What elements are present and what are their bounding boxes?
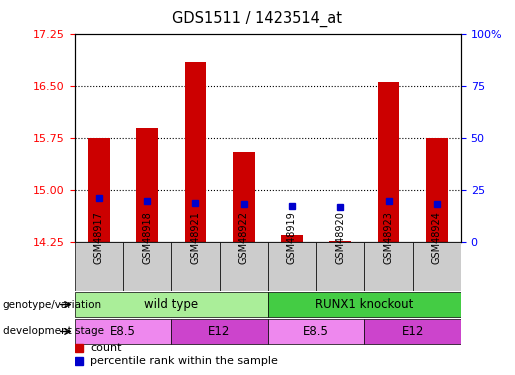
Bar (365, 320, 461, 344)
Bar (281, 235, 303, 242)
Text: GSM48919: GSM48919 (287, 211, 297, 264)
Text: GSM48918: GSM48918 (142, 211, 152, 264)
Text: E12: E12 (209, 325, 231, 338)
Bar (426, 138, 448, 242)
Text: GSM48924: GSM48924 (432, 211, 442, 264)
Bar (330, 241, 351, 242)
Bar (88, 138, 110, 242)
Text: percentile rank within the sample: percentile rank within the sample (90, 356, 278, 366)
Text: E8.5: E8.5 (110, 325, 136, 338)
Bar (365, 242, 413, 291)
Bar (123, 242, 171, 291)
Bar (233, 152, 254, 242)
Bar (171, 320, 268, 344)
Bar (75, 320, 171, 344)
Text: GSM48917: GSM48917 (94, 211, 104, 264)
Bar (184, 62, 206, 242)
Text: GSM48920: GSM48920 (335, 211, 345, 264)
Text: GSM48922: GSM48922 (238, 211, 249, 264)
Bar (75, 292, 268, 316)
Bar (268, 292, 461, 316)
Bar (316, 242, 365, 291)
Bar (377, 82, 399, 242)
Text: GSM48923: GSM48923 (384, 211, 393, 264)
Text: GDS1511 / 1423514_at: GDS1511 / 1423514_at (173, 11, 342, 27)
Bar (268, 242, 316, 291)
Bar (75, 242, 123, 291)
Bar (171, 242, 219, 291)
Bar (136, 128, 158, 242)
Bar (268, 320, 365, 344)
Bar (413, 242, 461, 291)
Text: genotype/variation: genotype/variation (3, 300, 101, 309)
Text: count: count (90, 343, 122, 353)
Text: development stage: development stage (3, 327, 104, 336)
Text: wild type: wild type (144, 298, 198, 311)
Text: GSM48921: GSM48921 (191, 211, 200, 264)
Bar (219, 242, 268, 291)
Text: E12: E12 (402, 325, 424, 338)
Text: E8.5: E8.5 (303, 325, 329, 338)
Text: RUNX1 knockout: RUNX1 knockout (315, 298, 414, 311)
